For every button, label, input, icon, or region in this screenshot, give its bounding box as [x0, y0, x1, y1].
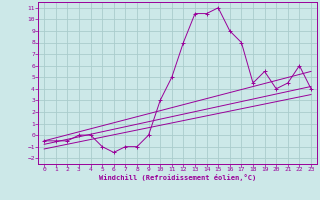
X-axis label: Windchill (Refroidissement éolien,°C): Windchill (Refroidissement éolien,°C) — [99, 174, 256, 181]
